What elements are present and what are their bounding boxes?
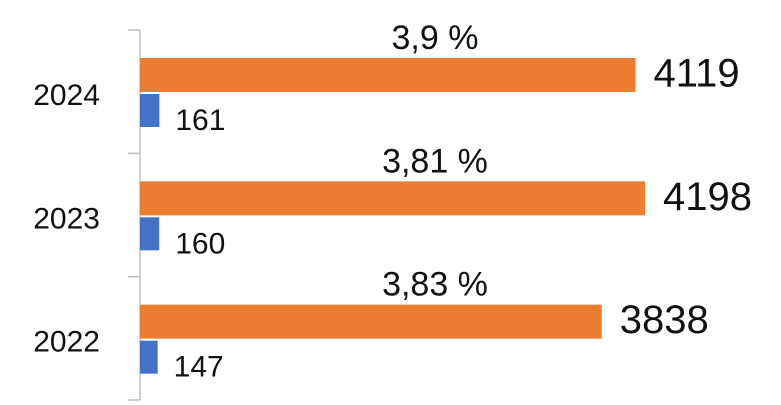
value-label: 147 (174, 351, 224, 384)
value-label: 161 (175, 104, 225, 137)
bar (140, 304, 602, 339)
value-label: 4119 (654, 52, 740, 96)
annotation: 3,81 % (382, 142, 488, 180)
y-tick-label: 2022 (33, 326, 100, 359)
value-label: 4198 (663, 175, 752, 219)
bar (140, 94, 160, 127)
y-tick-label: 2024 (33, 79, 100, 112)
y-tick-label: 2023 (33, 202, 100, 235)
bar (140, 340, 158, 374)
annotation: 3,9 % (392, 19, 479, 57)
value-label: 3838 (620, 298, 709, 342)
value-label: 160 (175, 227, 225, 260)
bar (140, 217, 160, 251)
annotation: 3,83 % (382, 266, 488, 304)
bar (140, 58, 636, 92)
bar (140, 181, 646, 216)
